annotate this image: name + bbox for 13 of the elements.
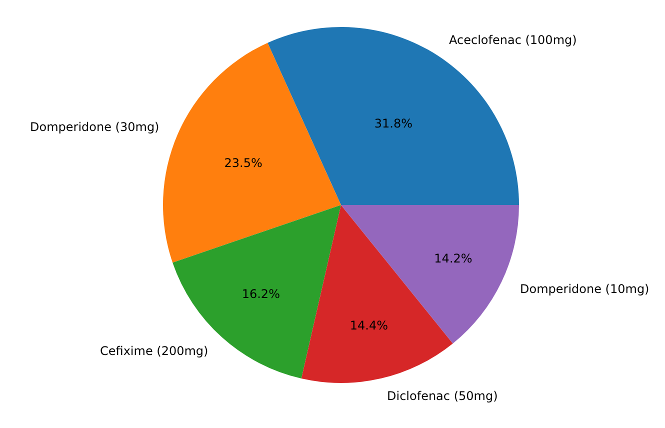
data-label: 14.4% (350, 318, 388, 333)
slice-label: Aceclofenac (100mg) (449, 33, 577, 47)
pie-slice (341, 205, 519, 344)
data-label: 14.2% (434, 252, 472, 266)
slice-label: Domperidone (30mg) (30, 120, 160, 134)
pie-slice (163, 42, 341, 263)
slice-label: Domperidone (10mg) (520, 282, 650, 296)
slice-label: Cefixime (200mg) (100, 344, 208, 358)
slice-label: Diclofenac (50mg) (387, 389, 498, 403)
data-label: 16.2% (242, 286, 280, 301)
data-label: 23.5% (224, 156, 262, 170)
pie-slice (268, 27, 519, 205)
data-label: 31.8% (374, 116, 412, 131)
